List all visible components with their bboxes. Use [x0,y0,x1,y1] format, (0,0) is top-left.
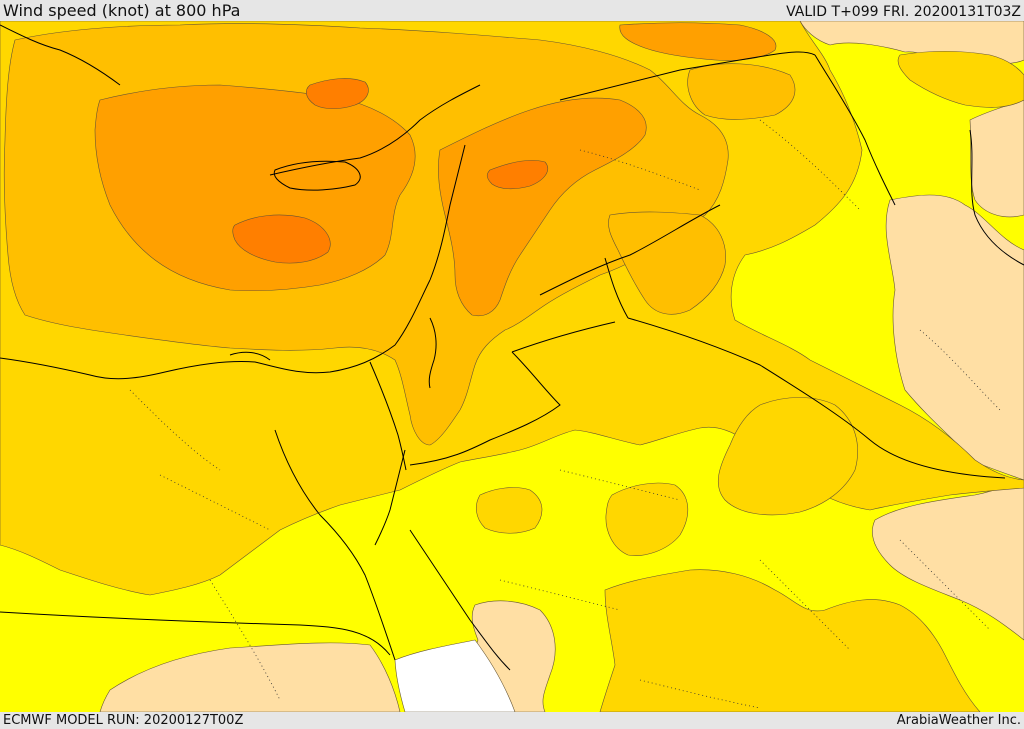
map-footer: ECMWF MODEL RUN: 20200127T00Z ArabiaWeat… [0,712,1024,729]
wind-band-amber-northeast [687,63,796,120]
model-run-label: ECMWF MODEL RUN: 20200127T00Z [3,713,244,728]
boundary-iraq [759,119,861,211]
boundary-egypt-west [129,389,221,471]
border-saudi-internal [409,351,561,466]
border-iraq-saudi [627,317,1006,479]
valid-time: VALID T+099 FRI. 20200131T03Z [786,4,1021,20]
wind-band-light-southeast [871,479,1024,641]
wind-band-gold-blob-2 [605,482,688,556]
map-title: Wind speed (knot) at 800 hPa [3,1,241,20]
border-jordan-saudi [604,257,629,319]
country-borders [0,24,1024,671]
border-iraq-syria [559,51,816,101]
wind-band-dark-orange-north [306,78,369,110]
coastline-dead-sea [428,317,437,389]
province-boundaries [129,119,1001,709]
wind-band-gold-east-blob [717,397,858,516]
credit-label: ArabiaWeather Inc. [896,713,1021,728]
wind-band-orange-west [94,84,416,292]
wind-band-light-southwest [99,642,401,712]
border-egypt-israel [369,361,407,471]
border-egypt-sudan [0,611,391,656]
map-canvas [0,21,1024,712]
wind-band-orange-levant [438,97,647,317]
coastline-mediterranean-south [0,279,431,380]
wind-band-gold-blob-1 [476,487,543,534]
coastline-red-sea-east [409,529,511,671]
boundary-syria [579,149,701,191]
border-saudi-north [539,204,721,296]
border-saudi-jordan [511,321,616,353]
coastline-gulf-of-suez [274,429,396,661]
wind-band-gold-northeast [897,50,1024,108]
coastline-cyprus [273,160,361,191]
coastline-persian-gulf [969,129,1024,266]
coastline-gulf-of-aqaba [374,449,406,546]
coastline-nile-delta [229,351,271,361]
wind-band-light-east-edge [969,99,1024,218]
map-header: Wind speed (knot) at 800 hPa VALID T+099… [0,0,1024,21]
wind-speed-map [0,21,1024,712]
coastline-turkey-south [269,84,481,176]
wind-band-amber-east [608,211,726,315]
wind-band-gold-south [599,569,981,712]
wind-band-dark-orange-core [232,214,331,264]
border-iraq-iran [814,54,896,206]
coastline-levant [429,144,466,281]
wind-band-calm-south [394,639,516,712]
coastline-turkey-west [0,24,121,86]
boundary-iran [919,329,1001,411]
wind-band-dark-orange-levant [486,160,549,190]
